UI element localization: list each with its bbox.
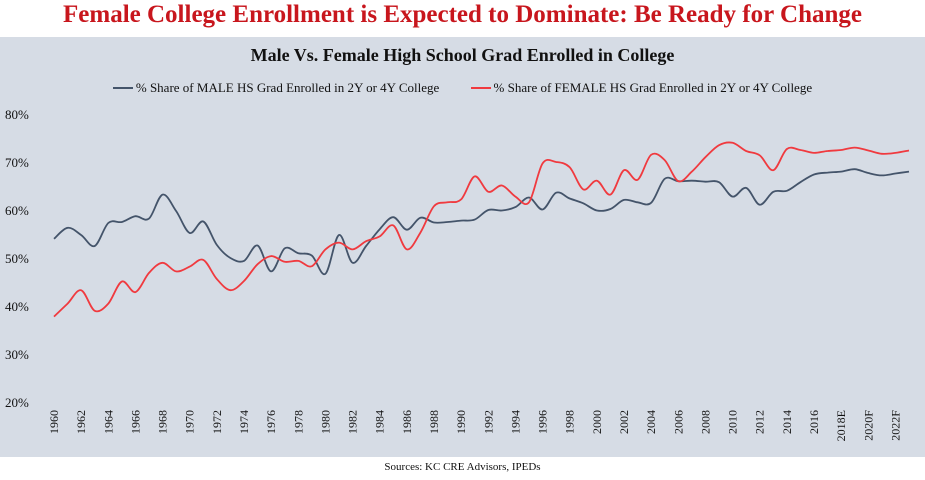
y-tick-label: 40% xyxy=(5,299,29,314)
x-tick-label: 1998 xyxy=(563,410,577,434)
x-tick-label: 2016 xyxy=(807,410,821,434)
x-tick-label: 2018E xyxy=(834,410,848,441)
y-tick-label: 20% xyxy=(5,395,29,410)
legend-label-male: % Share of MALE HS Grad Enrolled in 2Y o… xyxy=(135,80,440,95)
headline: Female College Enrollment is Expected to… xyxy=(63,1,862,28)
x-tick-label: 1964 xyxy=(101,410,115,434)
y-tick-label: 50% xyxy=(5,251,29,266)
x-tick-label: 1996 xyxy=(536,410,550,434)
x-tick-label: 2006 xyxy=(671,410,685,434)
source-note: Sources: KC CRE Advisors, IPEDs xyxy=(384,461,541,473)
x-tick-label: 1980 xyxy=(318,410,332,434)
x-tick-label: 2012 xyxy=(753,410,767,434)
x-tick-label: 1968 xyxy=(156,410,170,434)
y-tick-label: 70% xyxy=(5,155,29,170)
legend-swatch-male xyxy=(112,87,133,89)
x-tick-label: 1988 xyxy=(427,410,441,434)
x-tick-label: 1984 xyxy=(373,410,387,434)
legend-swatch-female xyxy=(470,87,491,89)
legend-label-female: % Share of FEMALE HS Grad Enrolled in 2Y… xyxy=(493,80,813,95)
x-tick-label: 1994 xyxy=(508,410,522,434)
x-tick-label: 2004 xyxy=(644,410,658,434)
x-tick-label: 1974 xyxy=(237,410,251,434)
series-line-male xyxy=(53,168,910,276)
chart-title: Male Vs. Female High School Grad Enrolle… xyxy=(250,45,675,65)
x-tick-label: 2022F xyxy=(888,410,902,441)
x-tick-label: 1978 xyxy=(291,410,305,434)
x-tick-label: 1972 xyxy=(210,410,224,434)
x-tick-label: 1966 xyxy=(128,410,142,434)
x-tick-label: 1960 xyxy=(47,410,61,434)
x-tick-label: 1986 xyxy=(400,410,414,434)
x-tick-label: 1962 xyxy=(74,410,88,434)
x-tick-label: 1990 xyxy=(454,410,468,434)
line-chart: 20% 30% 40% 50% 60% 70% 80% 1960 1962 1964 1966 196… xyxy=(5,107,910,441)
x-tick-label: 2014 xyxy=(780,410,794,434)
x-tick-label: 1982 xyxy=(346,410,360,434)
legend-item-male: % Share of MALE HS Grad Enrolled in 2Y o… xyxy=(112,80,440,96)
x-tick-label: 2002 xyxy=(617,410,631,434)
x-tick-label: 1976 xyxy=(264,410,278,434)
x-tick-label: 2008 xyxy=(698,410,712,434)
x-tick-label: 1970 xyxy=(183,410,197,434)
x-tick-label: 2000 xyxy=(590,410,604,434)
y-tick-label: 60% xyxy=(5,203,29,218)
x-tick-label: 2020F xyxy=(861,410,875,441)
series-line-female xyxy=(53,141,910,318)
x-tick-label: 2010 xyxy=(726,410,740,434)
chart-legend: % Share of MALE HS Grad Enrolled in 2Y o… xyxy=(0,77,925,96)
x-tick-label: 1992 xyxy=(481,410,495,434)
legend-item-female: % Share of FEMALE HS Grad Enrolled in 2Y… xyxy=(470,80,813,96)
chart-panel: Male Vs. Female High School Grad Enrolle… xyxy=(0,37,925,457)
y-tick-label: 80% xyxy=(5,107,29,122)
y-tick-label: 30% xyxy=(5,347,29,362)
